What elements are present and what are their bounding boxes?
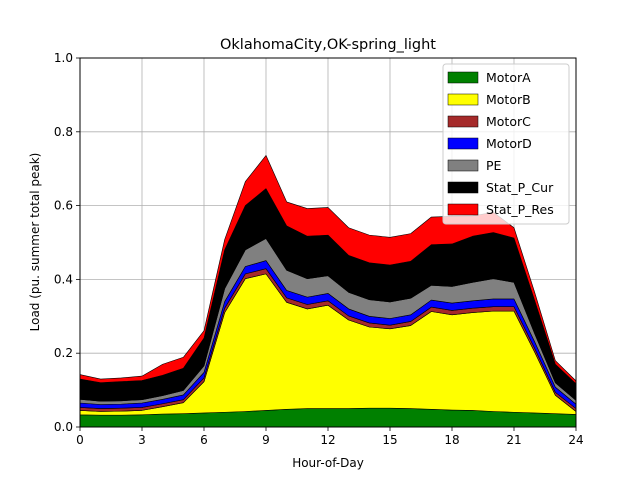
y-tick-label: 1.0: [54, 51, 73, 65]
legend-swatch-stat-p-cur: [447, 181, 479, 194]
x-axis-label: Hour-of-Day: [292, 456, 364, 470]
y-tick-label: 0.4: [54, 272, 73, 286]
legend-label-pe: PE: [486, 158, 502, 173]
y-tick-label: 0.0: [54, 420, 73, 434]
x-tick-label: 12: [320, 433, 335, 447]
y-tick-label: 0.8: [54, 125, 73, 139]
legend-swatch-pe: [447, 159, 479, 172]
x-tick-label: 9: [262, 433, 270, 447]
y-tick-label: 0.2: [54, 346, 73, 360]
x-tick-label: 21: [506, 433, 521, 447]
legend-label-motorc: MotorC: [486, 114, 531, 129]
y-tick-label: 0.6: [54, 199, 73, 213]
x-tick-label: 3: [138, 433, 146, 447]
chart-title: OklahomaCity,OK-spring_light: [220, 37, 436, 53]
legend-label-stat-p-res: Stat_P_Res: [486, 202, 554, 217]
plot-frame: [79, 57, 577, 428]
legend-label-motorb: MotorB: [486, 92, 531, 107]
legend: MotorA MotorB MotorC MotorD PE Stat_P_Cur Stat…: [442, 63, 570, 225]
legend-label-motora: MotorA: [486, 70, 531, 85]
axis-ticks: 0 3 6 9 12 15 18 21 24 0.0 0.2 0.4 0.6 0.8 1.0: [54, 51, 584, 447]
legend-label-stat-p-cur: Stat_P_Cur: [486, 180, 554, 195]
legend-swatch-motord: [447, 137, 479, 150]
legend-swatch-motora: [447, 71, 479, 84]
x-tick-label: 0: [76, 433, 84, 447]
legend-label-motord: MotorD: [486, 136, 532, 151]
x-tick-label: 18: [444, 433, 459, 447]
x-tick-label: 24: [568, 433, 583, 447]
legend-swatch-motorc: [447, 115, 479, 128]
y-axis-label: Load (pu. summer total peak): [28, 153, 42, 332]
legend-swatch-stat-p-res: [447, 203, 479, 216]
x-tick-label: 6: [200, 433, 208, 447]
x-tick-label: 15: [382, 433, 397, 447]
legend-swatch-motorb: [447, 93, 479, 106]
